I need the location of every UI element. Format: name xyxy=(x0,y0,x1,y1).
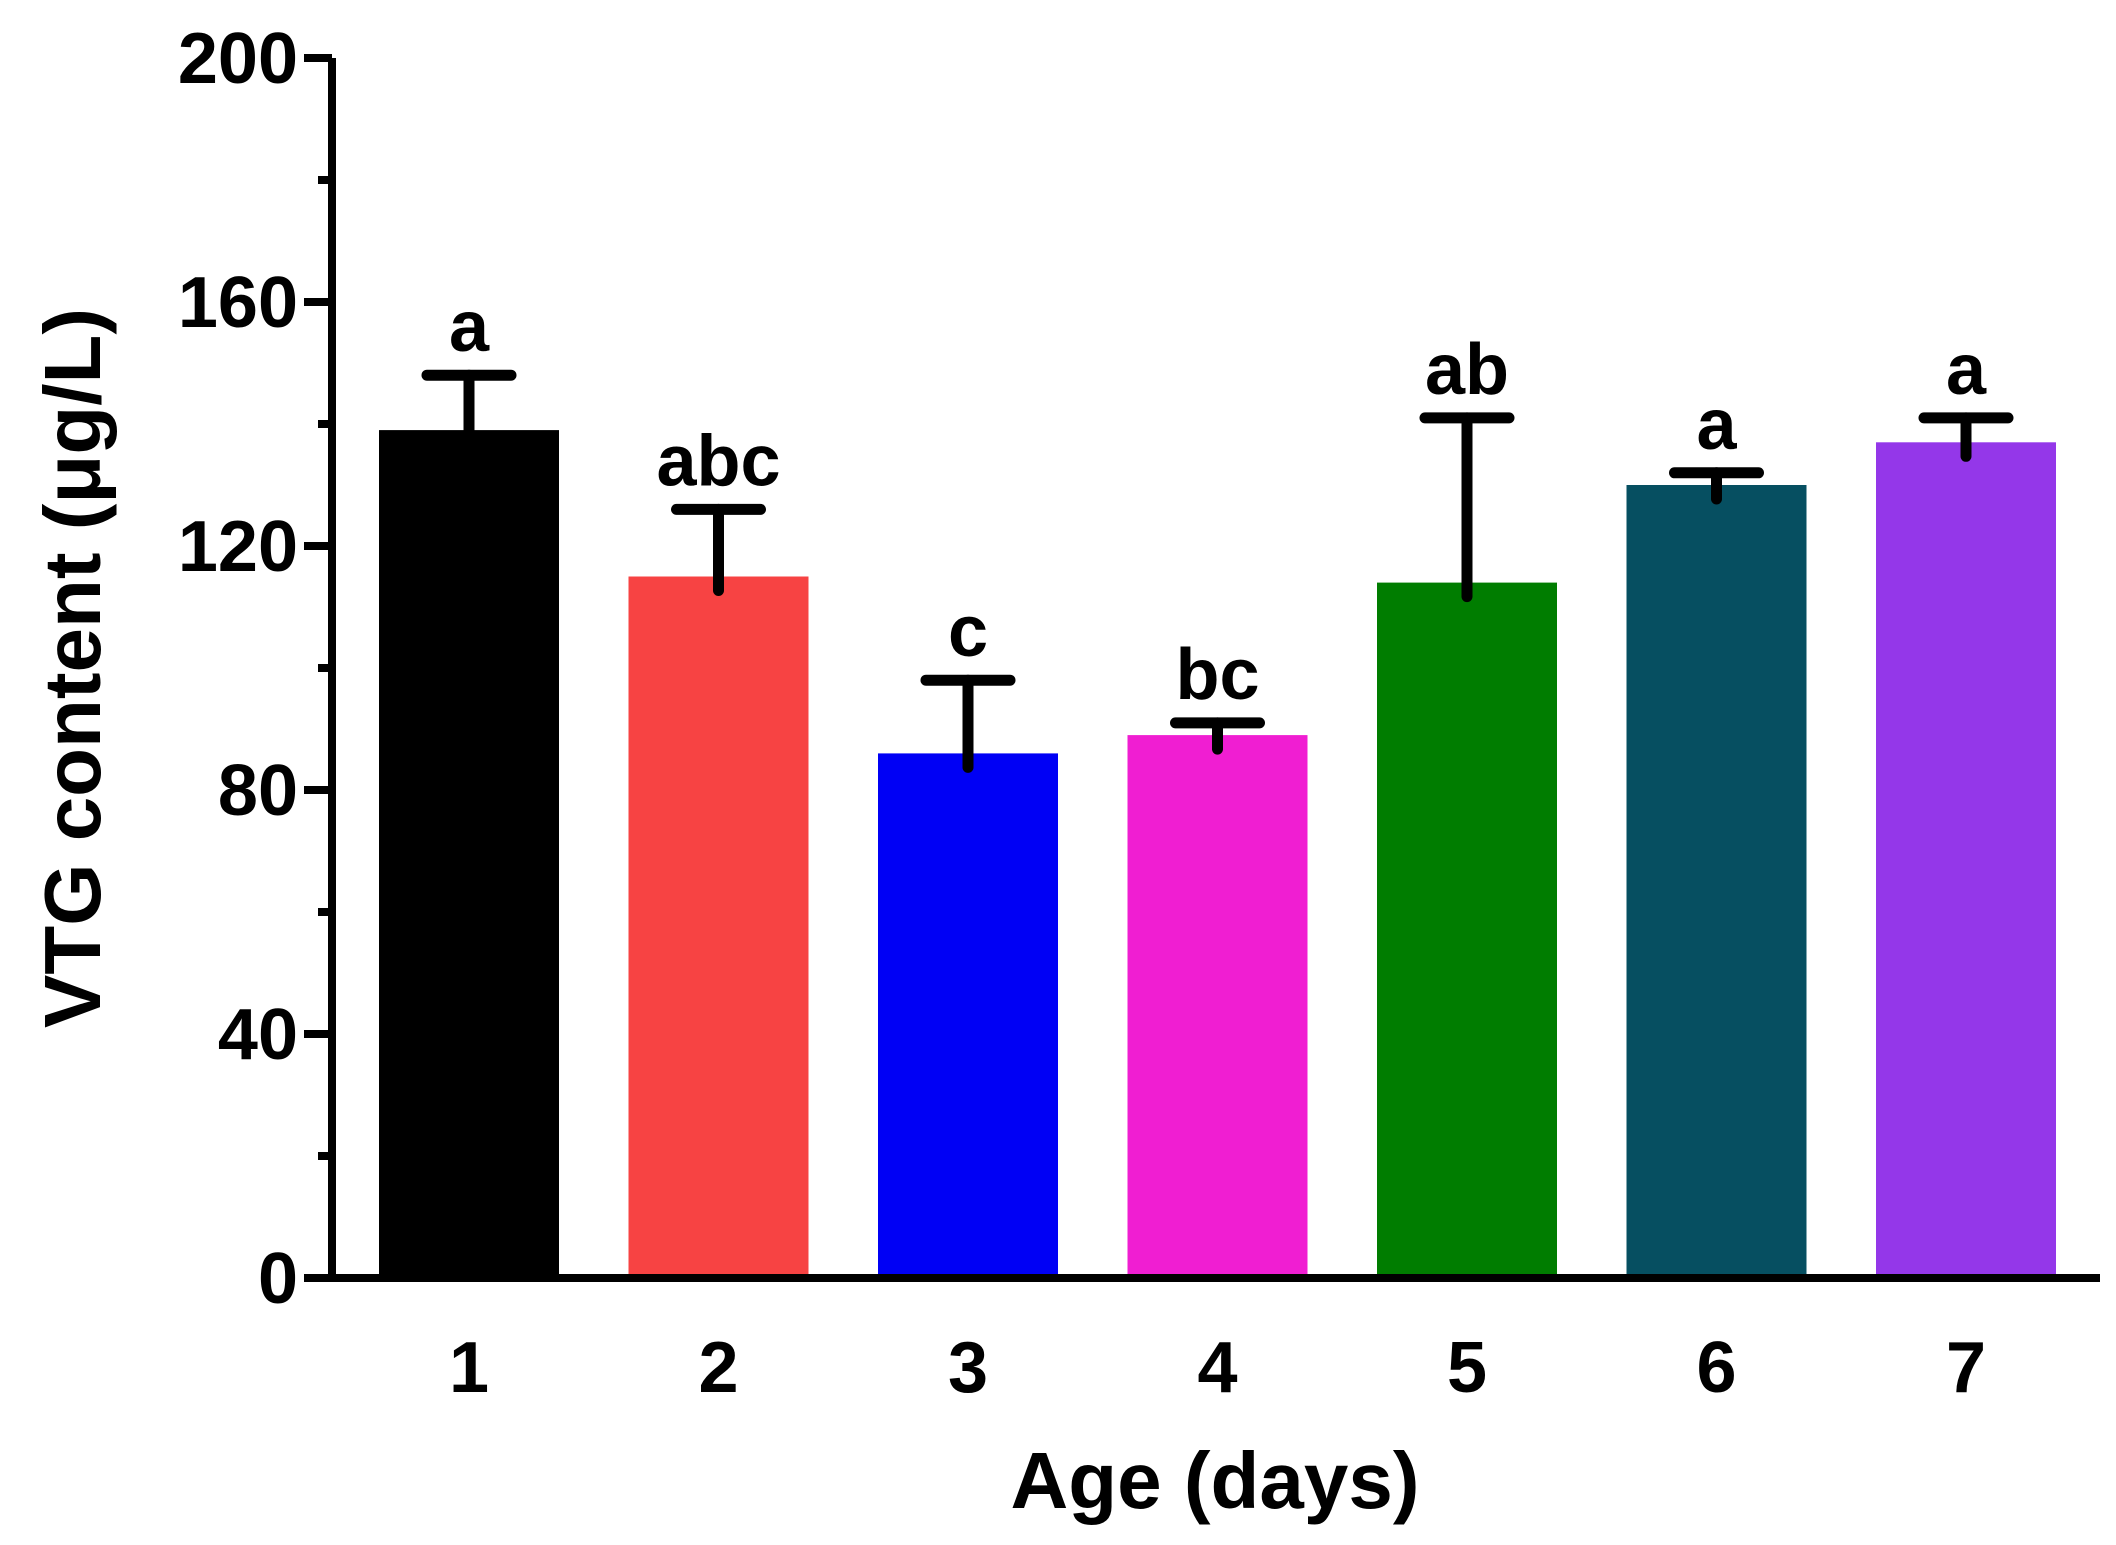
significance-label-day-2: abc xyxy=(656,421,780,501)
y-tick-label-0: 0 xyxy=(258,1239,298,1319)
bar-day-3 xyxy=(878,753,1058,1278)
y-tick-label-160: 160 xyxy=(178,263,298,343)
bar-day-7 xyxy=(1876,442,2056,1278)
significance-label-day-7: a xyxy=(1946,330,1987,410)
significance-label-day-3: c xyxy=(948,592,988,672)
x-tick-label-3: 3 xyxy=(948,1328,988,1408)
significance-label-day-5: ab xyxy=(1425,330,1509,410)
bars-layer xyxy=(379,430,2056,1279)
y-ticks-layer: 0 40 80 120 160 200 xyxy=(178,19,332,1319)
x-tick-label-7: 7 xyxy=(1946,1328,1986,1408)
y-axis-title: VTG content (μg/L) xyxy=(28,308,117,1028)
y-tick-label-40: 40 xyxy=(218,995,298,1075)
x-tick-label-6: 6 xyxy=(1696,1328,1736,1408)
bar-day-1 xyxy=(379,430,559,1279)
bar-day-5 xyxy=(1377,582,1557,1278)
x-axis-title: Age (days) xyxy=(1011,1436,1420,1525)
significance-label-day-4: bc xyxy=(1175,635,1259,715)
x-tick-label-5: 5 xyxy=(1447,1328,1487,1408)
error-bars-layer xyxy=(421,369,2014,773)
bar-day-6 xyxy=(1626,485,1807,1278)
x-tick-label-1: 1 xyxy=(449,1328,489,1408)
bar-day-2 xyxy=(628,576,809,1278)
y-tick-label-200: 200 xyxy=(178,19,298,99)
y-tick-label-120: 120 xyxy=(178,507,298,587)
x-tick-label-4: 4 xyxy=(1197,1328,1237,1408)
x-ticks-layer: 1 2 3 4 5 6 7 xyxy=(449,1328,1986,1408)
y-tick-label-80: 80 xyxy=(218,751,298,831)
bar-day-4 xyxy=(1127,735,1308,1278)
significance-label-day-6: a xyxy=(1696,385,1737,465)
x-tick-label-2: 2 xyxy=(698,1328,738,1408)
significance-label-day-1: a xyxy=(449,287,490,367)
significance-labels-layer: a abc c bc ab a a xyxy=(449,287,1987,715)
